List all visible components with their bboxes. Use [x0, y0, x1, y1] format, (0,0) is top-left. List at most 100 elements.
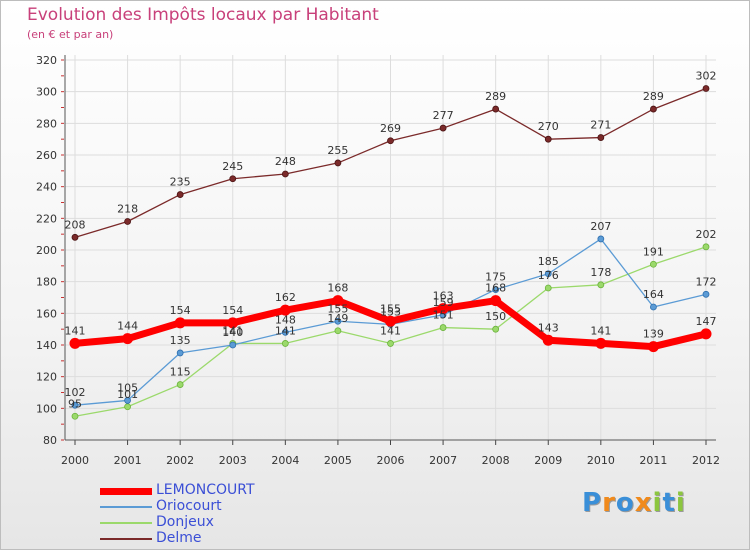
y-tick-label: 220: [36, 212, 57, 225]
data-label: 289: [485, 90, 506, 103]
data-point: [650, 105, 657, 113]
y-tick-label: 160: [36, 307, 57, 320]
y-tick-label: 300: [36, 86, 57, 99]
legend-swatch: [100, 488, 152, 495]
data-label: 151: [433, 309, 454, 322]
y-tick-label: 280: [36, 117, 57, 130]
data-label: 105: [117, 381, 138, 394]
data-label: 154: [222, 304, 243, 317]
data-label: 101: [117, 388, 138, 401]
legend-label: Donjeux: [156, 514, 214, 530]
legend-label: Oriocourt: [156, 498, 222, 514]
data-label: 289: [643, 90, 664, 103]
y-tick-label: 100: [36, 402, 57, 415]
legend-label: Delme: [156, 530, 202, 546]
data-point: [439, 124, 447, 132]
data-label: 271: [590, 119, 611, 132]
data-point: [334, 159, 342, 167]
data-point: [176, 381, 184, 388]
x-tick-label: 2000: [61, 454, 89, 467]
x-tick-label: 2011: [639, 454, 667, 467]
y-tick-label: 80: [43, 434, 57, 447]
logo-letter: o: [615, 488, 635, 518]
data-label: 235: [170, 176, 191, 189]
data-label: 162: [275, 291, 296, 304]
data-point: [437, 303, 449, 315]
data-label: 150: [485, 310, 506, 323]
data-point: [281, 340, 289, 347]
data-point: [439, 324, 447, 331]
data-point: [229, 341, 237, 349]
x-tick-label: 2012: [692, 454, 720, 467]
x-tick-label: 2003: [219, 454, 247, 467]
data-label: 141: [65, 324, 86, 337]
data-label: 178: [590, 266, 611, 279]
data-label: 135: [170, 334, 191, 347]
data-label: 302: [696, 70, 717, 83]
data-label: 159: [433, 296, 454, 309]
x-tick-label: 2009: [534, 454, 562, 467]
data-point: [281, 328, 289, 336]
data-label: 185: [538, 255, 559, 268]
data-point: [700, 328, 712, 340]
data-label: 168: [485, 282, 506, 295]
data-label: 141: [222, 324, 243, 337]
data-point: [69, 337, 81, 349]
logo-letter: x: [634, 488, 653, 518]
data-point: [492, 286, 500, 293]
logo-letter: t: [662, 488, 676, 518]
data-point: [597, 235, 605, 243]
data-point: [71, 412, 79, 420]
x-tick-label: 2002: [166, 454, 194, 467]
data-point: [702, 85, 710, 92]
data-label: 115: [170, 366, 191, 379]
data-label: 141: [590, 324, 611, 337]
data-label: 141: [380, 324, 401, 337]
data-label: 269: [380, 122, 401, 135]
data-point: [492, 325, 500, 333]
y-tick-label: 140: [36, 339, 57, 352]
data-point: [279, 304, 291, 316]
data-point: [174, 317, 186, 329]
data-label: 154: [170, 304, 191, 317]
y-tick-label: 260: [36, 149, 57, 162]
data-point: [492, 105, 500, 113]
data-point: [124, 403, 131, 411]
data-point: [334, 327, 342, 335]
data-point: [544, 284, 552, 292]
x-tick-label: 2008: [482, 454, 510, 467]
data-point: [544, 270, 552, 278]
data-point: [650, 260, 657, 268]
data-point: [281, 170, 289, 178]
data-label: 277: [433, 109, 454, 122]
data-label: 155: [380, 302, 401, 315]
data-label: 144: [117, 320, 138, 333]
data-point: [227, 317, 239, 329]
data-point: [334, 317, 342, 325]
data-label: 153: [380, 305, 401, 318]
logo-letter: i: [675, 488, 686, 518]
line-chart: 80 100 120 140 160 180 200 220 240 260 280 300 320 20…: [36, 54, 720, 467]
legend-swatch: [100, 522, 152, 524]
data-point: [387, 340, 394, 347]
data-label: 168: [327, 282, 348, 295]
x-tick-label: 2007: [429, 454, 457, 467]
data-point: [332, 295, 344, 307]
x-tick-label: 2010: [587, 454, 615, 467]
data-label: 95: [68, 397, 82, 410]
data-label: 191: [643, 245, 664, 258]
data-point: [176, 349, 184, 357]
y-tick-label: 240: [36, 181, 57, 194]
data-point: [71, 233, 79, 241]
x-tick-label: 2006: [377, 454, 405, 467]
data-label: 163: [433, 290, 454, 303]
logo-letter: P: [582, 488, 603, 518]
chart-subtitle: (en € et par an): [27, 28, 114, 41]
data-label: 141: [275, 324, 296, 337]
data-label: 255: [327, 144, 348, 157]
data-point: [124, 397, 131, 404]
legend-swatch: [100, 538, 152, 540]
data-label: 140: [222, 326, 243, 339]
data-label: 164: [643, 288, 664, 301]
data-point: [71, 401, 79, 409]
